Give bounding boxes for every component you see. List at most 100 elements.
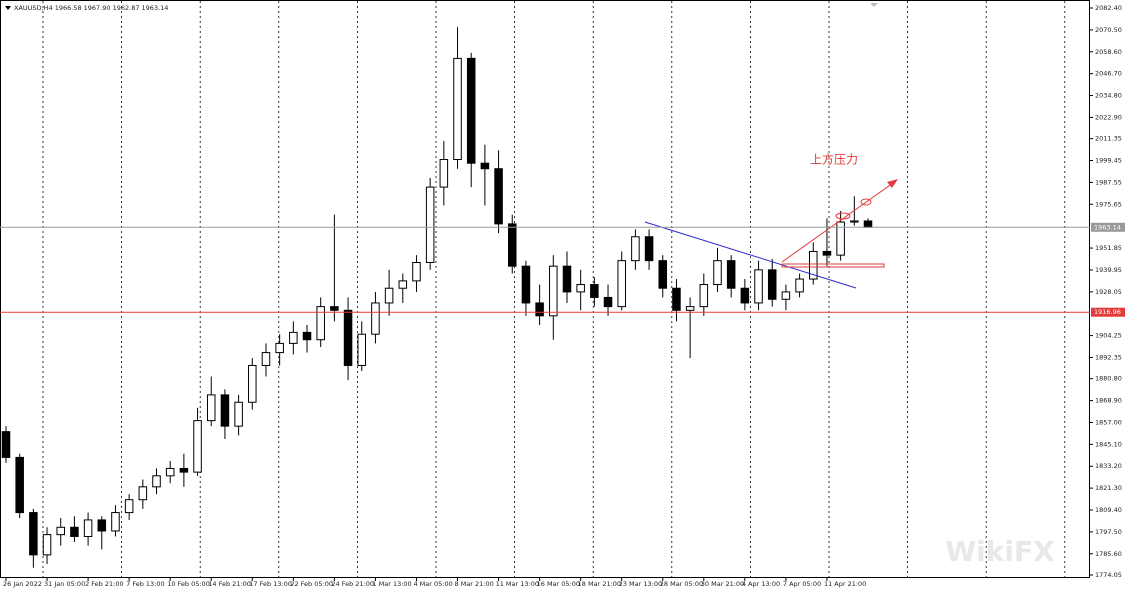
y-tick-label: 1951.85	[1095, 244, 1122, 252]
candle-body	[275, 342, 284, 354]
candle-body	[15, 456, 24, 514]
vertical-grid	[42, 1, 1066, 577]
y-tick-label: 2058.60	[1095, 48, 1122, 56]
candle-body	[494, 168, 503, 225]
candle-body	[549, 265, 558, 317]
y-tick-label: 2046.70	[1095, 70, 1122, 78]
candle-body	[562, 265, 572, 293]
marks	[1, 27, 873, 568]
candle-body	[220, 394, 230, 427]
candle-body	[767, 269, 777, 300]
x-tick-label: 28 Mar 05:00	[660, 580, 703, 588]
y-tick-label: 1939.95	[1095, 266, 1122, 274]
x-tick-label: 7 Apr 05:00	[783, 580, 821, 588]
candle-body	[111, 512, 120, 532]
y-tick-label: 1774.05	[1095, 571, 1122, 579]
candle-body	[850, 220, 859, 223]
candle-body	[152, 475, 161, 488]
y-tick-label: 1845.10	[1095, 440, 1122, 448]
y-tick-label: 1809.40	[1095, 506, 1122, 514]
candle-body	[193, 420, 202, 473]
candle-body	[138, 486, 148, 501]
candle-body	[453, 57, 462, 161]
x-tick-label: 24 Feb 21:00	[331, 580, 374, 588]
candle-body	[1, 431, 11, 458]
candle-body	[289, 331, 298, 344]
candle-body	[165, 467, 175, 477]
x-tick-label: 7 Feb 13:00	[126, 580, 165, 588]
candle-body	[248, 364, 257, 403]
candle-body	[644, 236, 654, 262]
candle-body	[617, 260, 626, 308]
candle-body	[29, 512, 38, 556]
candle-body	[480, 162, 490, 170]
y-tick-label: 2022.90	[1095, 113, 1122, 121]
y-tick-label: 1785.60	[1095, 550, 1122, 558]
candle-body	[56, 526, 65, 536]
y-tick-label: 1975.65	[1095, 200, 1122, 208]
candle-body	[740, 287, 750, 304]
y-tick-label: 1880.80	[1095, 375, 1122, 383]
candle-body	[535, 302, 544, 317]
header-icon	[5, 6, 11, 10]
y-tick-label: 1833.20	[1095, 462, 1122, 470]
x-tick-label: 11 Mar 13:00	[496, 580, 539, 588]
x-tick-label: 4 Mar 05:00	[413, 580, 452, 588]
header: XAUUSD,H4 1966.58 1967.90 1962.87 1963.1…	[14, 4, 168, 12]
candle-body	[836, 221, 845, 256]
candle-body	[795, 278, 804, 293]
y-tick-label: 1868.90	[1095, 397, 1122, 405]
y-tick-label: 1987.55	[1095, 178, 1122, 186]
candle-body	[302, 331, 312, 341]
shift-marker	[870, 3, 878, 7]
candle-body	[439, 159, 449, 188]
candle-body	[371, 302, 380, 335]
x-tick-label: 23 Mar 13:00	[619, 580, 662, 588]
candle-body	[330, 306, 339, 311]
candle-body	[70, 526, 79, 537]
x-tick-label: 1 Mar 13:00	[372, 580, 411, 588]
candle-body	[863, 220, 873, 228]
candle-body	[822, 250, 832, 256]
candle-body	[507, 223, 517, 267]
candle-body	[42, 534, 52, 556]
x-tick-label: 14 Feb 21:00	[208, 580, 251, 588]
x-tick-label: 4 Apr 13:00	[742, 580, 780, 588]
candle-body	[384, 287, 394, 304]
x-tick-label: 26 Jan 2022	[3, 580, 42, 588]
candle-body	[179, 467, 189, 473]
candle-body	[685, 306, 695, 311]
plot-frame	[0, 0, 1090, 578]
y-tick-label: 2011.35	[1095, 135, 1122, 143]
x-tick-label: 11 Apr 21:00	[824, 580, 866, 588]
x-tick-label: 22 Feb 05:00	[290, 580, 333, 588]
candle-body	[631, 236, 640, 262]
candle-body	[603, 296, 613, 308]
candle-body	[699, 284, 709, 308]
candle-body	[713, 260, 722, 286]
price-label-box	[1091, 307, 1125, 317]
y-tick-label: 2070.50	[1095, 26, 1122, 34]
candle-body	[425, 186, 435, 263]
candle-body	[124, 499, 134, 514]
highlight-ellipse	[835, 212, 851, 220]
x-tick-label: 17 Feb 13:00	[249, 580, 292, 588]
x-tick-label: 10 Feb 05:00	[167, 580, 210, 588]
resistance-box	[781, 263, 885, 268]
x-tick-label: 16 Mar 05:00	[537, 580, 580, 588]
x-tick-label: 30 Mar 21:00	[701, 580, 744, 588]
candle-body	[781, 291, 791, 300]
candle-body	[206, 394, 216, 422]
annotation: 上方压力	[810, 152, 858, 167]
watermark: WikiFX	[945, 535, 1055, 568]
candle-body	[726, 260, 736, 289]
candle-body	[261, 352, 271, 366]
x-tick-label: 8 Mar 21:00	[455, 580, 494, 588]
candle-body	[234, 401, 243, 427]
y-tick-label: 1904.25	[1095, 332, 1122, 340]
x-tick-label: 2 Feb 21:00	[85, 580, 124, 588]
candle-body	[357, 333, 367, 366]
candle-body	[97, 519, 107, 532]
candle-body	[576, 284, 585, 293]
price-label: 1916.96	[1094, 308, 1121, 316]
